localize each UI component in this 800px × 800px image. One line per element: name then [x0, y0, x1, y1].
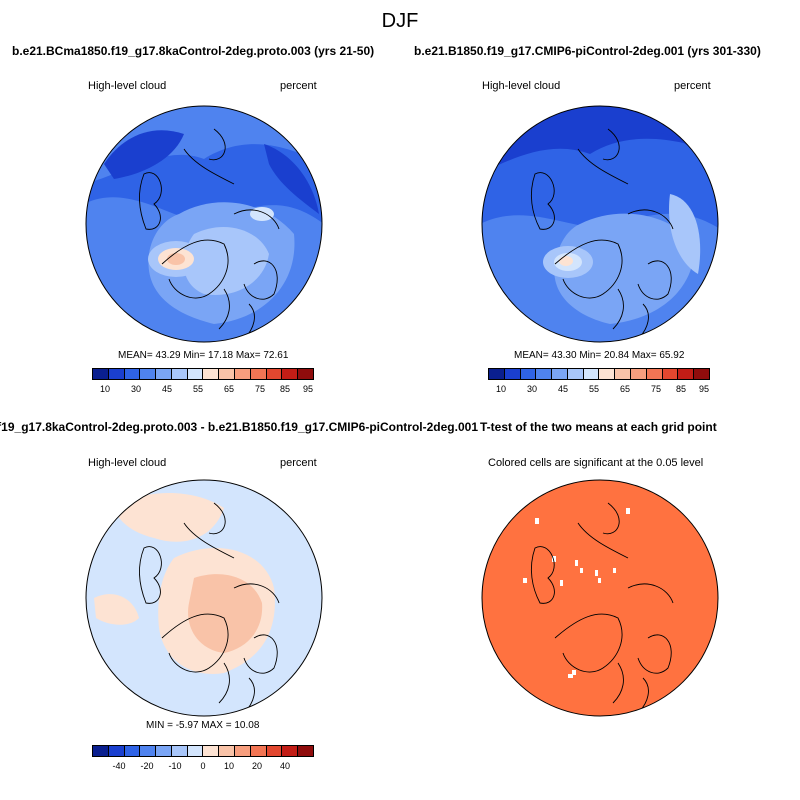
cb1-bin: [187, 369, 204, 379]
cb3-bin: [219, 746, 236, 756]
cb1-bin: [171, 369, 188, 379]
cb2-bin: [552, 369, 568, 379]
cb3-bin: [156, 746, 172, 756]
panel1-tick: 10: [99, 384, 110, 394]
panel1-tick: 75: [254, 384, 265, 394]
panel2-tick: 85: [675, 384, 686, 394]
panel3-tick: 40: [279, 761, 290, 771]
cb2-bin: [583, 369, 600, 379]
panel1-tick: 45: [161, 384, 172, 394]
panel2-tick: 65: [619, 384, 630, 394]
cb2-bin: [678, 369, 695, 379]
cb1-bin: [250, 369, 267, 379]
cb2-bin: [615, 369, 632, 379]
cb3-bin: [282, 746, 299, 756]
panel3-title: b.e21.BCma1850.f19_g17.8kaControl-2deg.p…: [0, 420, 478, 434]
panel3-polar-map: [85, 479, 323, 717]
panel1-colorbar: [92, 368, 314, 380]
cb1-bin: [282, 369, 299, 379]
cb3-bin: [108, 746, 125, 756]
cb2-bin: [662, 369, 679, 379]
panel1-title: b.e21.BCma1850.f19_g17.8kaControl-2deg.p…: [12, 44, 375, 58]
panel1-variable-label: High-level cloud: [88, 80, 167, 92]
panel1-tick: 30: [130, 384, 141, 394]
cb2-bin: [599, 369, 616, 379]
cb1-bin: [108, 369, 125, 379]
panel3-title-text: b.e21.BCma1850.f19_g17.8kaControl-2deg.p…: [0, 420, 478, 434]
panel2-variable-label: High-level cloud: [482, 80, 561, 92]
cb1-bin: [124, 369, 141, 379]
panel1-tick: 55: [192, 384, 203, 394]
cb1-bin: [219, 369, 236, 379]
cb1-bin: [298, 369, 313, 379]
cb2-bin: [504, 369, 521, 379]
cb1-bin: [156, 369, 172, 379]
cb3-bin: [171, 746, 188, 756]
cb1-bin: [203, 369, 220, 379]
cb3-bin: [298, 746, 313, 756]
panel3-tick: 20: [251, 761, 262, 771]
panel4-polar-map: [481, 479, 719, 717]
cb1-bin: [235, 369, 251, 379]
panel3-variable-label: High-level cloud: [88, 457, 167, 469]
panel2-tick: 10: [495, 384, 506, 394]
cb3-bin: [250, 746, 267, 756]
cb3-bin: [203, 746, 220, 756]
cb3-bin: [93, 746, 109, 756]
cb3-bin: [187, 746, 204, 756]
panel1-units-label: percent: [280, 80, 317, 92]
cb2-bin: [631, 369, 647, 379]
panel3-tick: 0: [200, 761, 206, 771]
panel1-tick: 85: [279, 384, 290, 394]
panel2-tick: 55: [588, 384, 599, 394]
panel3-units-label: percent: [280, 457, 317, 469]
cb1-bin: [93, 369, 109, 379]
cb2-bin: [536, 369, 553, 379]
panel2-tick: 75: [650, 384, 661, 394]
panel3-colorbar: [92, 745, 314, 757]
cb3-bin: [124, 746, 141, 756]
cb2-bin: [489, 369, 505, 379]
panel4-subtitle: Colored cells are significant at the 0.0…: [488, 457, 704, 469]
panel3-tick: -40: [112, 761, 126, 771]
figure-title: DJF: [381, 10, 419, 32]
panel2-tick: 30: [526, 384, 537, 394]
panel3-tick: 10: [223, 761, 234, 771]
panel2-tick: 95: [698, 384, 709, 394]
cb1-bin: [140, 369, 157, 379]
panel1-tick: 65: [223, 384, 234, 394]
panel2-tick: 45: [557, 384, 568, 394]
panel3-tick: -10: [168, 761, 182, 771]
panel2-polar-map: [481, 105, 719, 343]
cb2-bin: [520, 369, 537, 379]
panel4-title: T-test of the two means at each grid poi…: [480, 420, 717, 434]
cb3-bin: [140, 746, 157, 756]
panel1-polar-map: [85, 105, 323, 343]
panel2-units-label: percent: [674, 80, 711, 92]
cb2-bin: [646, 369, 663, 379]
cb1-bin: [266, 369, 283, 379]
cb2-bin: [694, 369, 709, 379]
panel3-stats: MIN = -5.97 MAX = 10.08: [146, 720, 260, 731]
cb2-bin: [567, 369, 584, 379]
panel2-colorbar: [488, 368, 710, 380]
panel1-stats: MEAN= 43.29 Min= 17.18 Max= 72.61: [118, 350, 289, 361]
panel2-stats: MEAN= 43.30 Min= 20.84 Max= 65.92: [514, 350, 685, 361]
cb3-bin: [266, 746, 283, 756]
panel2-title: b.e21.B1850.f19_g17.CMIP6-piControl-2deg…: [414, 44, 761, 58]
panel1-tick: 95: [302, 384, 313, 394]
panel3-tick: -20: [140, 761, 154, 771]
cb3-bin: [235, 746, 251, 756]
